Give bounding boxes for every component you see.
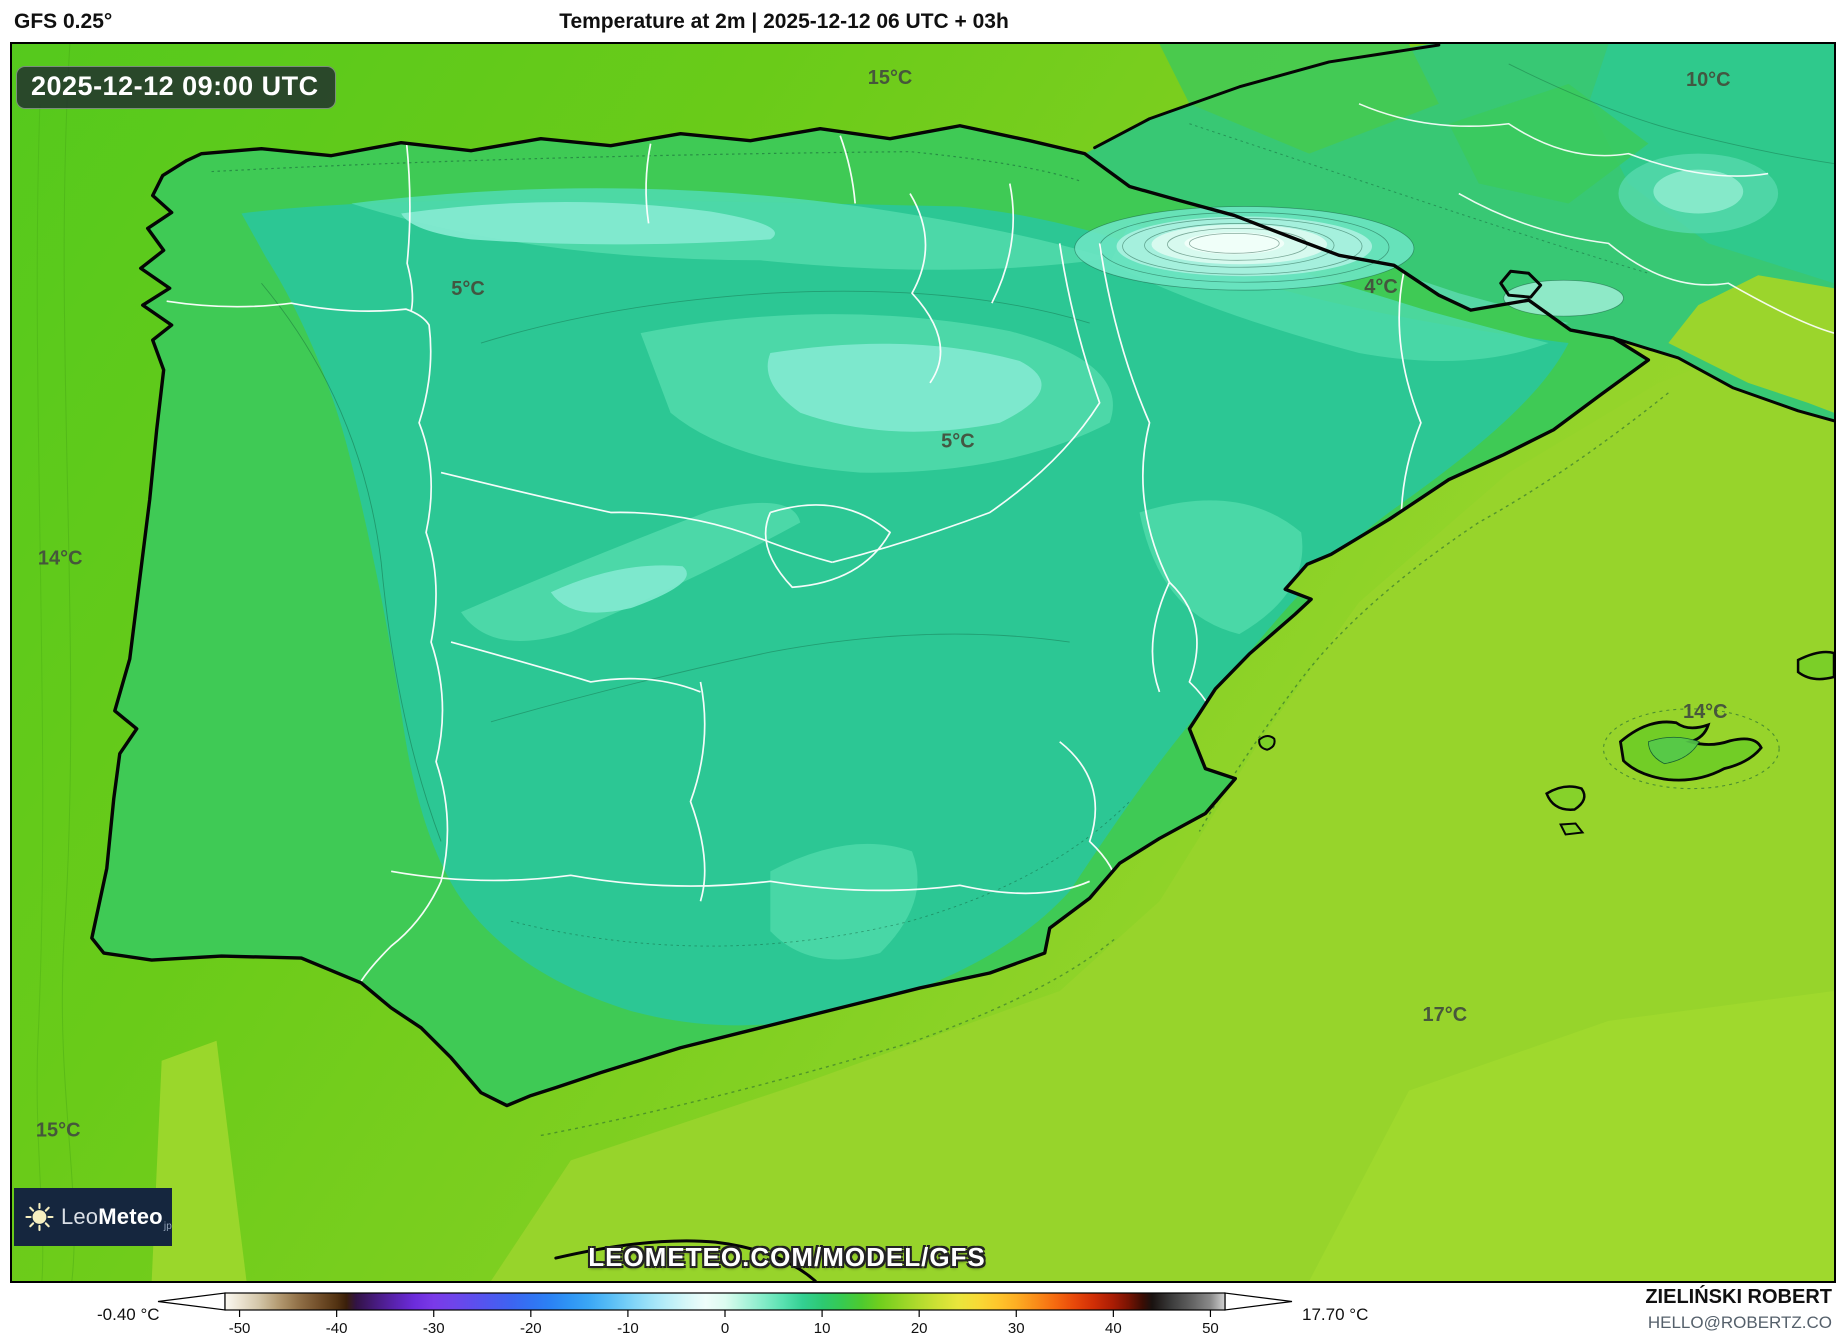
colorbar-tick-label: -40	[326, 1320, 348, 1337]
weather-map-canvas: 15°C 10°C 5°C 4°C 5°C 14°C 14°C 17°C 15°C	[12, 44, 1834, 1281]
temperature-colorbar: -50 -40 -30 -20 -10 0 10 20 30 40 50	[157, 1292, 1293, 1337]
author-email: HELLO@ROBERTZ.CO	[1647, 1313, 1832, 1332]
sun-icon	[25, 1202, 54, 1232]
colorbar-tick-label: 10	[814, 1320, 831, 1337]
temperature-shading	[211, 151, 1569, 1026]
pyrenees-cold-core	[1074, 206, 1624, 317]
max-temp-readout: 17.70 °C	[1302, 1305, 1369, 1324]
colorbar-tick-label: -30	[423, 1320, 445, 1337]
colorbar-tick-label: -20	[520, 1320, 542, 1337]
map-temp-label: 15°C	[868, 67, 913, 89]
watermark-url: LEOMETEO.COM/MODEL/GFS	[588, 1242, 986, 1272]
weather-map: 15°C 10°C 5°C 4°C 5°C 14°C 14°C 17°C 15°C 2025-1…	[10, 42, 1836, 1283]
islands	[1258, 650, 1834, 836]
map-temp-label: 17°C	[1423, 1004, 1468, 1026]
colorbar-gradient	[224, 1292, 1226, 1311]
colorbar-tick-label: 30	[1008, 1320, 1025, 1337]
colorbar-right-arrow	[1224, 1292, 1293, 1311]
temp-label-layer: 15°C 10°C 5°C 4°C 5°C 14°C 14°C 17°C 15°C	[36, 67, 1731, 1142]
map-temp-label: 14°C	[38, 547, 83, 569]
leometeo-logo: LeoMeteojp	[14, 1188, 172, 1246]
map-temp-label: 5°C	[451, 278, 484, 300]
colorbar-tick-label: -10	[617, 1320, 639, 1337]
timestamp-badge: 2025-12-12 09:00 UTC	[16, 66, 336, 109]
map-temp-label: 10°C	[1686, 69, 1731, 91]
colorbar-ticks: -50 -40 -30 -20 -10 0 10 20 30 40 50	[229, 1310, 1219, 1337]
map-temp-label: 14°C	[1683, 701, 1728, 723]
model-label: GFS 0.25°	[14, 10, 113, 33]
map-temp-label: 4°C	[1364, 276, 1397, 298]
colorbar-tick-label: 40	[1105, 1320, 1122, 1337]
coastlines	[90, 44, 1834, 1281]
colorbar-left-arrow	[157, 1292, 226, 1311]
colorbar-tick-label: 0	[721, 1320, 729, 1337]
author-name: ZIELIŃSKI ROBERT	[1645, 1286, 1832, 1308]
colorbar-tick-label: 20	[911, 1320, 928, 1337]
colorbar-tick-label: 50	[1202, 1320, 1219, 1337]
min-temp-readout: -0.40 °C	[97, 1305, 160, 1324]
logo-wordmark: LeoMeteojp	[60, 1204, 172, 1232]
map-temp-label: 5°C	[941, 431, 974, 453]
colorbar-tick-label: -50	[229, 1320, 251, 1337]
map-temp-label: 15°C	[36, 1119, 81, 1141]
page-title: Temperature at 2m | 2025-12-12 06 UTC + …	[559, 10, 1009, 33]
